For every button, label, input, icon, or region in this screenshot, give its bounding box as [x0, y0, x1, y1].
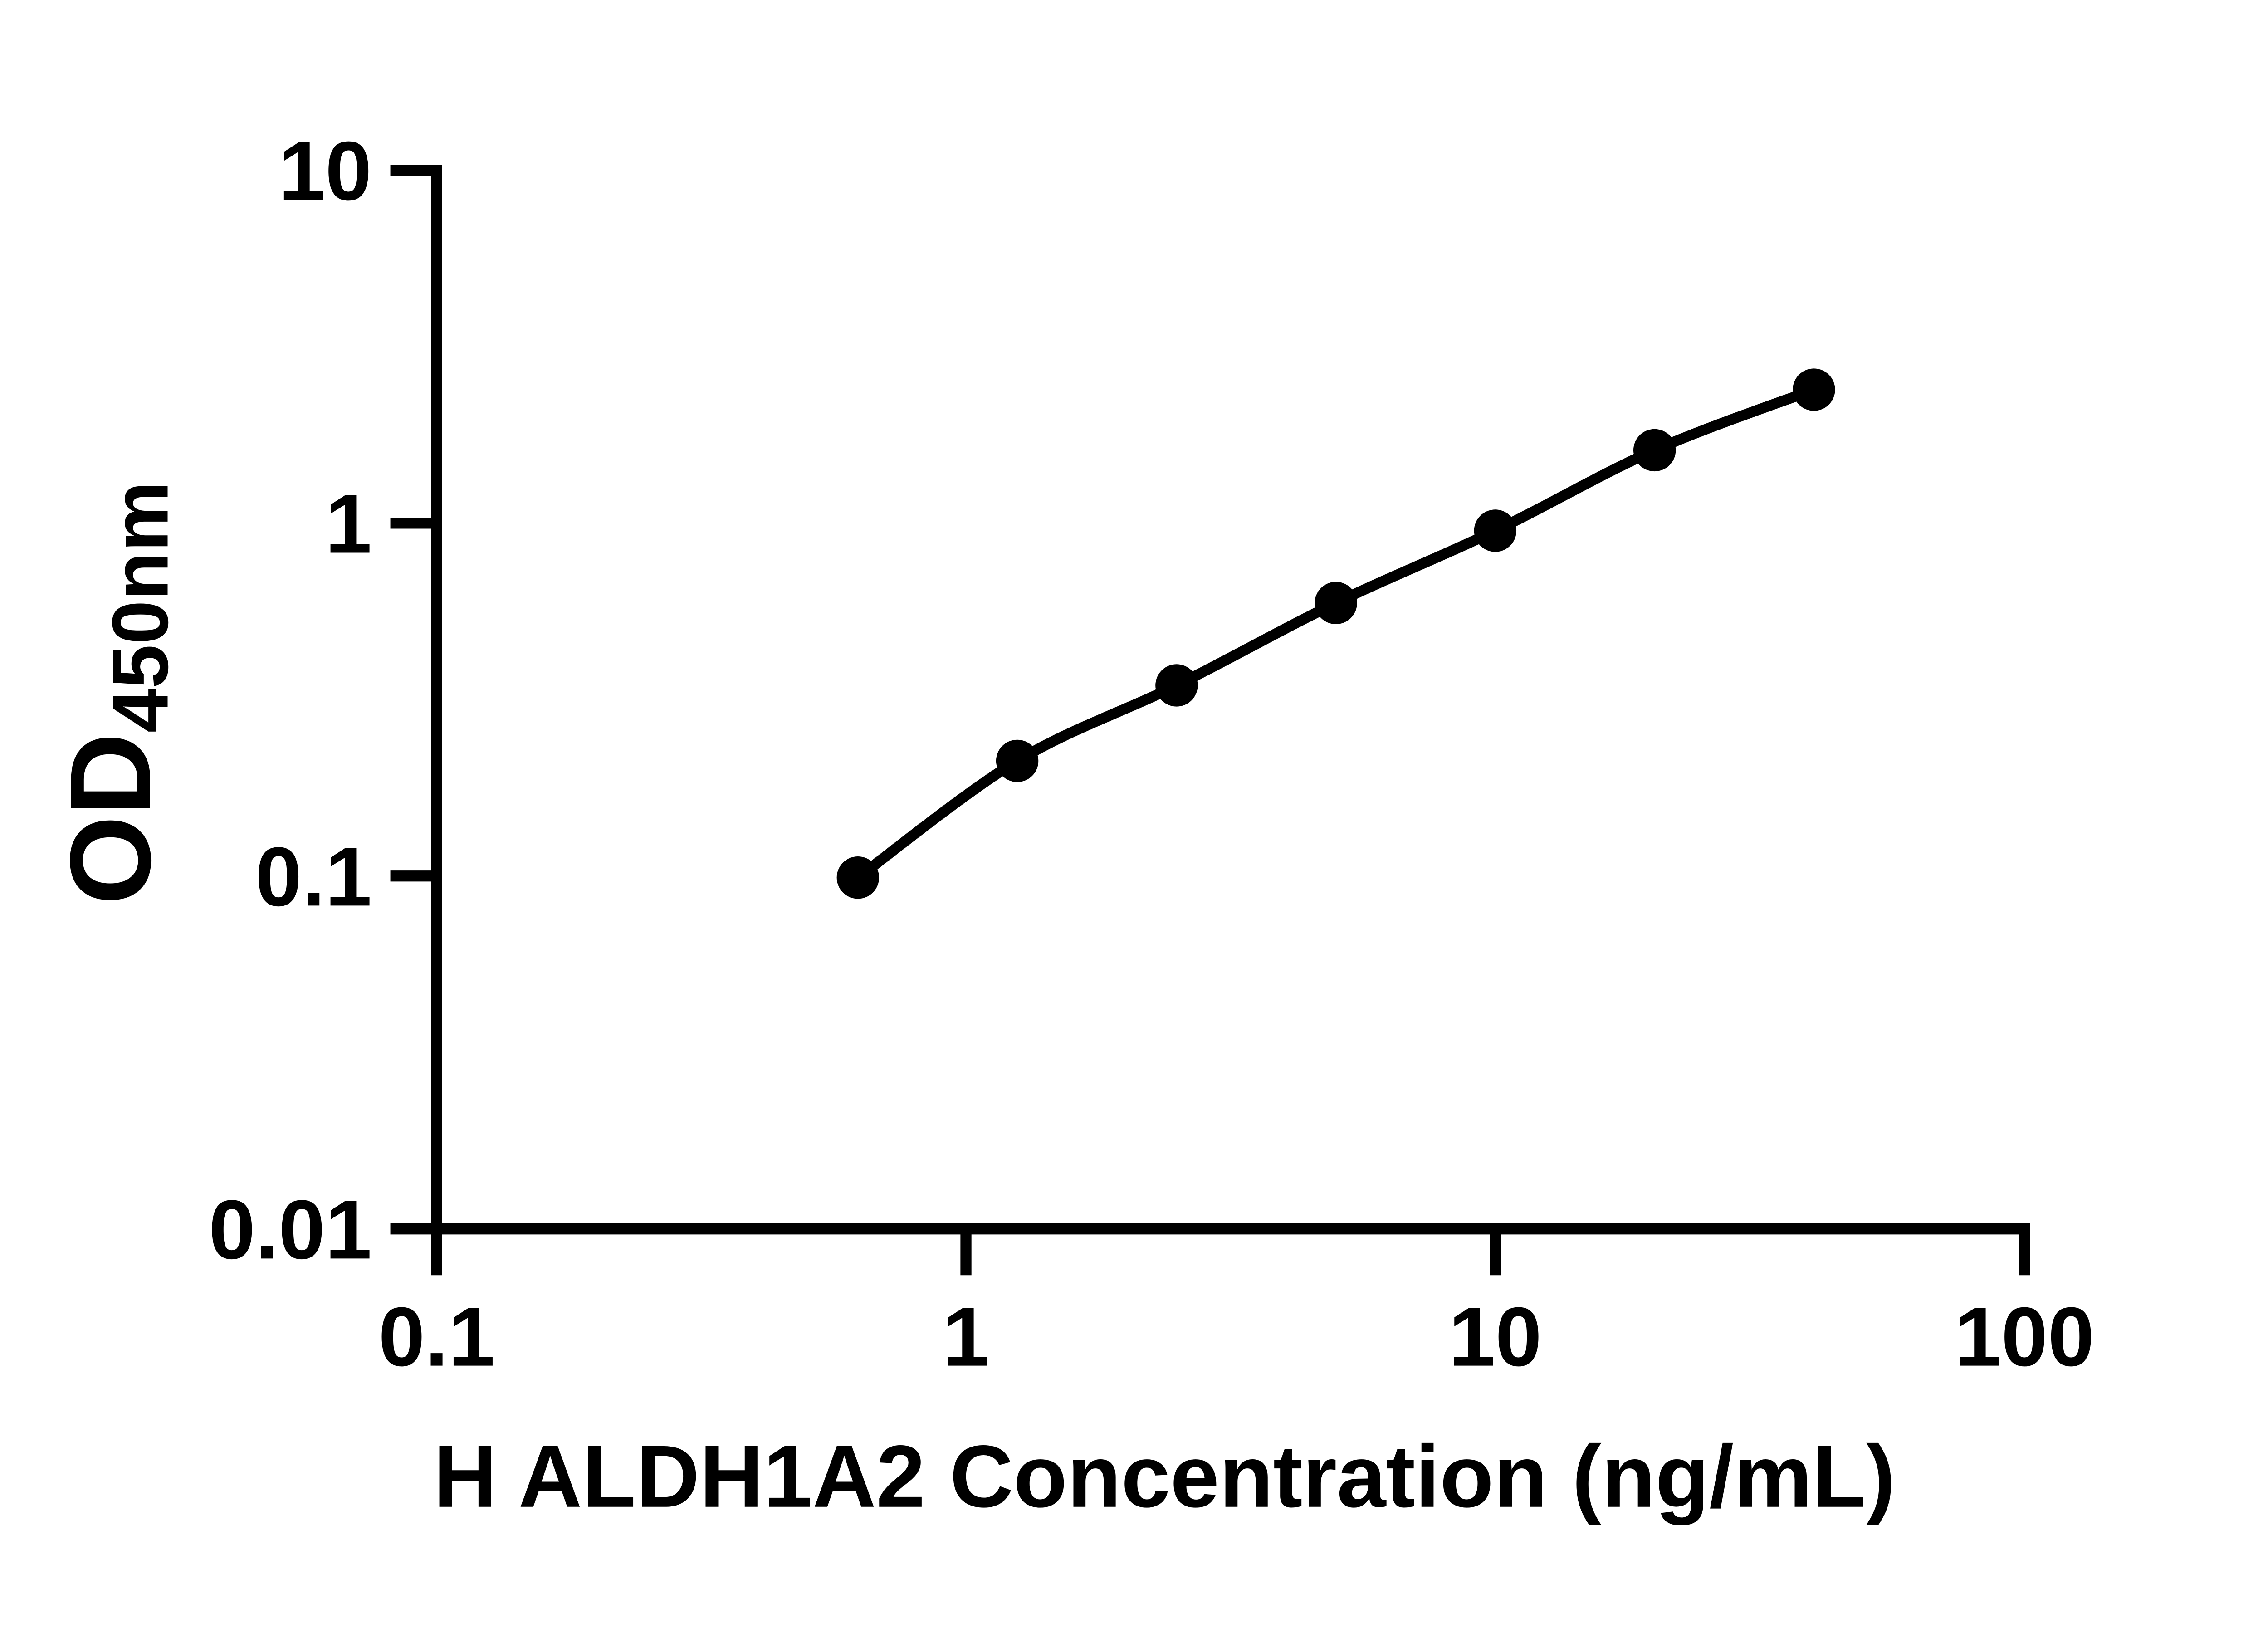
x-tick-label: 0.1: [378, 1291, 495, 1384]
y-tick-label: 1: [325, 478, 372, 571]
data-point: [1793, 368, 1835, 411]
y-axis-title-subscript: 450nm: [97, 481, 185, 733]
y-axis-title-main: OD: [46, 733, 175, 905]
data-point: [1474, 509, 1517, 552]
x-axis-title: H ALDH1A2 Concentration (ng/mL): [434, 1428, 1896, 1526]
x-tick-label: 1: [943, 1291, 989, 1384]
data-point: [996, 739, 1039, 782]
data-point: [1315, 582, 1357, 625]
data-point: [1155, 664, 1198, 707]
y-tick-label: 10: [279, 125, 372, 218]
data-point: [836, 856, 880, 899]
x-tick-label: 10: [1449, 1291, 1542, 1384]
y-tick-label: 0.1: [255, 830, 372, 924]
x-tick-label: 100: [1955, 1291, 2094, 1384]
y-axis-title: OD450nm: [46, 481, 185, 905]
y-tick-label: 0.01: [209, 1183, 372, 1276]
chart-background: [0, 22, 2268, 1611]
data-point: [1633, 429, 1676, 472]
